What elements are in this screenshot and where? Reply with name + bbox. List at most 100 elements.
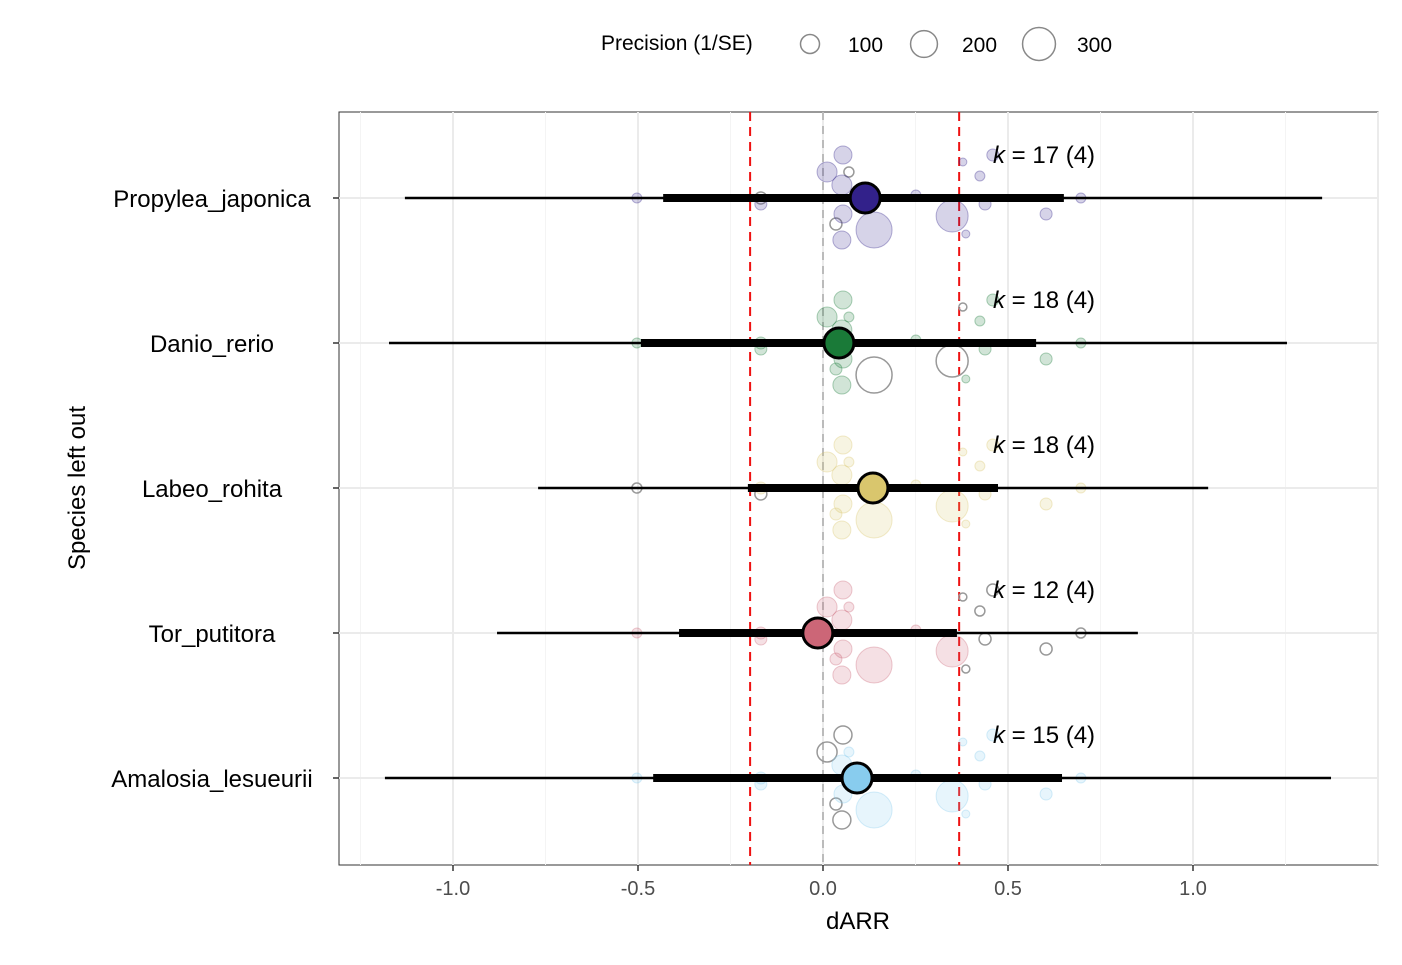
x-tick-label: 0.0: [809, 878, 837, 900]
effect-point: [986, 728, 1000, 742]
effect-point: [958, 157, 968, 167]
legend-size-circle: [909, 29, 939, 59]
row-propylea-japonica: k = 17 (4): [404, 142, 1323, 250]
effect-point: [832, 375, 852, 395]
excluded-effect-point: [833, 725, 853, 745]
effect-point: [855, 791, 893, 829]
effect-point: [816, 161, 838, 183]
excluded-effect-point: [816, 741, 838, 763]
mean-estimate-point: [822, 326, 856, 360]
effect-point: [935, 489, 969, 523]
effect-point: [961, 809, 971, 819]
effect-point: [829, 362, 843, 376]
k-label: k = 18 (4): [993, 287, 1095, 314]
row-amalosia-lesueurii: k = 15 (4): [384, 722, 1332, 830]
row-labeo-rohita: k = 18 (4): [538, 432, 1209, 540]
effect-point: [961, 229, 971, 239]
effect-point: [832, 520, 852, 540]
excluded-effect-point: [843, 166, 855, 178]
effect-point: [831, 609, 853, 631]
x-tick-label: 1.0: [1179, 878, 1207, 900]
effect-point: [831, 464, 853, 486]
effect-point: [958, 737, 968, 747]
legend-size-label: 300: [1077, 34, 1112, 57]
effect-point: [986, 438, 1000, 452]
effect-point: [816, 451, 838, 473]
mean-estimate-point: [840, 761, 874, 795]
effect-point: [961, 374, 971, 384]
k-label: k = 12 (4): [993, 577, 1095, 604]
effect-point: [935, 634, 969, 668]
y-tick-label: Amalosia_lesueurii: [111, 766, 312, 793]
k-label: k = 18 (4): [993, 432, 1095, 459]
effect-point: [855, 646, 893, 684]
effect-point: [986, 148, 1000, 162]
effect-point: [961, 519, 971, 529]
legend-size-circle: [799, 33, 821, 55]
effect-point: [855, 501, 893, 539]
effect-point: [829, 652, 843, 666]
effect-point: [974, 315, 986, 327]
effect-point: [974, 460, 986, 472]
x-tick-label: -1.0: [436, 878, 470, 900]
legend: Precision (1/SE) 100 200 300: [601, 26, 1112, 62]
effect-point: [816, 596, 838, 618]
effect-point: [833, 639, 853, 659]
y-axis-label: Species left out: [64, 406, 91, 570]
effect-point: [843, 456, 855, 468]
effect-point: [833, 204, 853, 224]
rows: k = 17 (4) k = 18 (4) k = 18 (4) k = 12 (4)…: [384, 142, 1332, 830]
effect-point: [833, 580, 853, 600]
excluded-effect-point: [829, 797, 843, 811]
effect-point: [843, 311, 855, 323]
y-tick-label: Labeo_rohita: [142, 476, 283, 503]
effect-point: [843, 746, 855, 758]
effect-point: [986, 293, 1000, 307]
effect-point: [1039, 352, 1053, 366]
axes: Propylea_japonica Danio_rerio Labeo_rohita…: [111, 186, 1207, 900]
legend-size-label: 200: [962, 34, 997, 57]
effect-point: [935, 199, 969, 233]
effect-point: [843, 601, 855, 613]
row-tor-putitora: k = 12 (4): [497, 577, 1138, 685]
excluded-effect-point: [832, 810, 852, 830]
excluded-effect-point: [855, 356, 893, 394]
y-tick-label: Danio_rerio: [150, 331, 274, 358]
excluded-effect-point: [986, 583, 1000, 597]
effect-point: [831, 174, 853, 196]
excluded-effect-point: [974, 605, 986, 617]
legend-size-circle: [1021, 26, 1057, 62]
effect-point: [832, 230, 852, 250]
excluded-effect-point: [1039, 642, 1053, 656]
row-danio-rerio: k = 18 (4): [388, 287, 1287, 395]
effect-point: [829, 507, 843, 521]
effect-point: [833, 145, 853, 165]
effect-point: [1039, 497, 1053, 511]
effect-point: [833, 494, 853, 514]
mean-estimate-point: [801, 616, 835, 650]
effect-point: [935, 779, 969, 813]
y-tick-label: Tor_putitora: [149, 621, 276, 648]
x-axis-label: dARR: [826, 908, 890, 935]
excluded-effect-point: [958, 592, 968, 602]
effect-point: [833, 290, 853, 310]
effect-point: [833, 435, 853, 455]
legend-title: Precision (1/SE): [601, 32, 753, 55]
excluded-effect-point: [829, 217, 843, 231]
effect-point: [974, 750, 986, 762]
x-tick-label: 0.5: [994, 878, 1022, 900]
k-label: k = 15 (4): [993, 722, 1095, 749]
effect-point: [832, 665, 852, 685]
mean-estimate-point: [848, 181, 882, 215]
mean-estimate-point: [856, 471, 890, 505]
effect-point: [1039, 787, 1053, 801]
y-tick-label: Propylea_japonica: [113, 186, 311, 213]
k-label: k = 17 (4): [993, 142, 1095, 169]
excluded-effect-point: [958, 302, 968, 312]
effect-point: [1039, 207, 1053, 221]
x-tick-label: -0.5: [621, 878, 655, 900]
effect-point: [974, 170, 986, 182]
effect-point: [816, 306, 838, 328]
